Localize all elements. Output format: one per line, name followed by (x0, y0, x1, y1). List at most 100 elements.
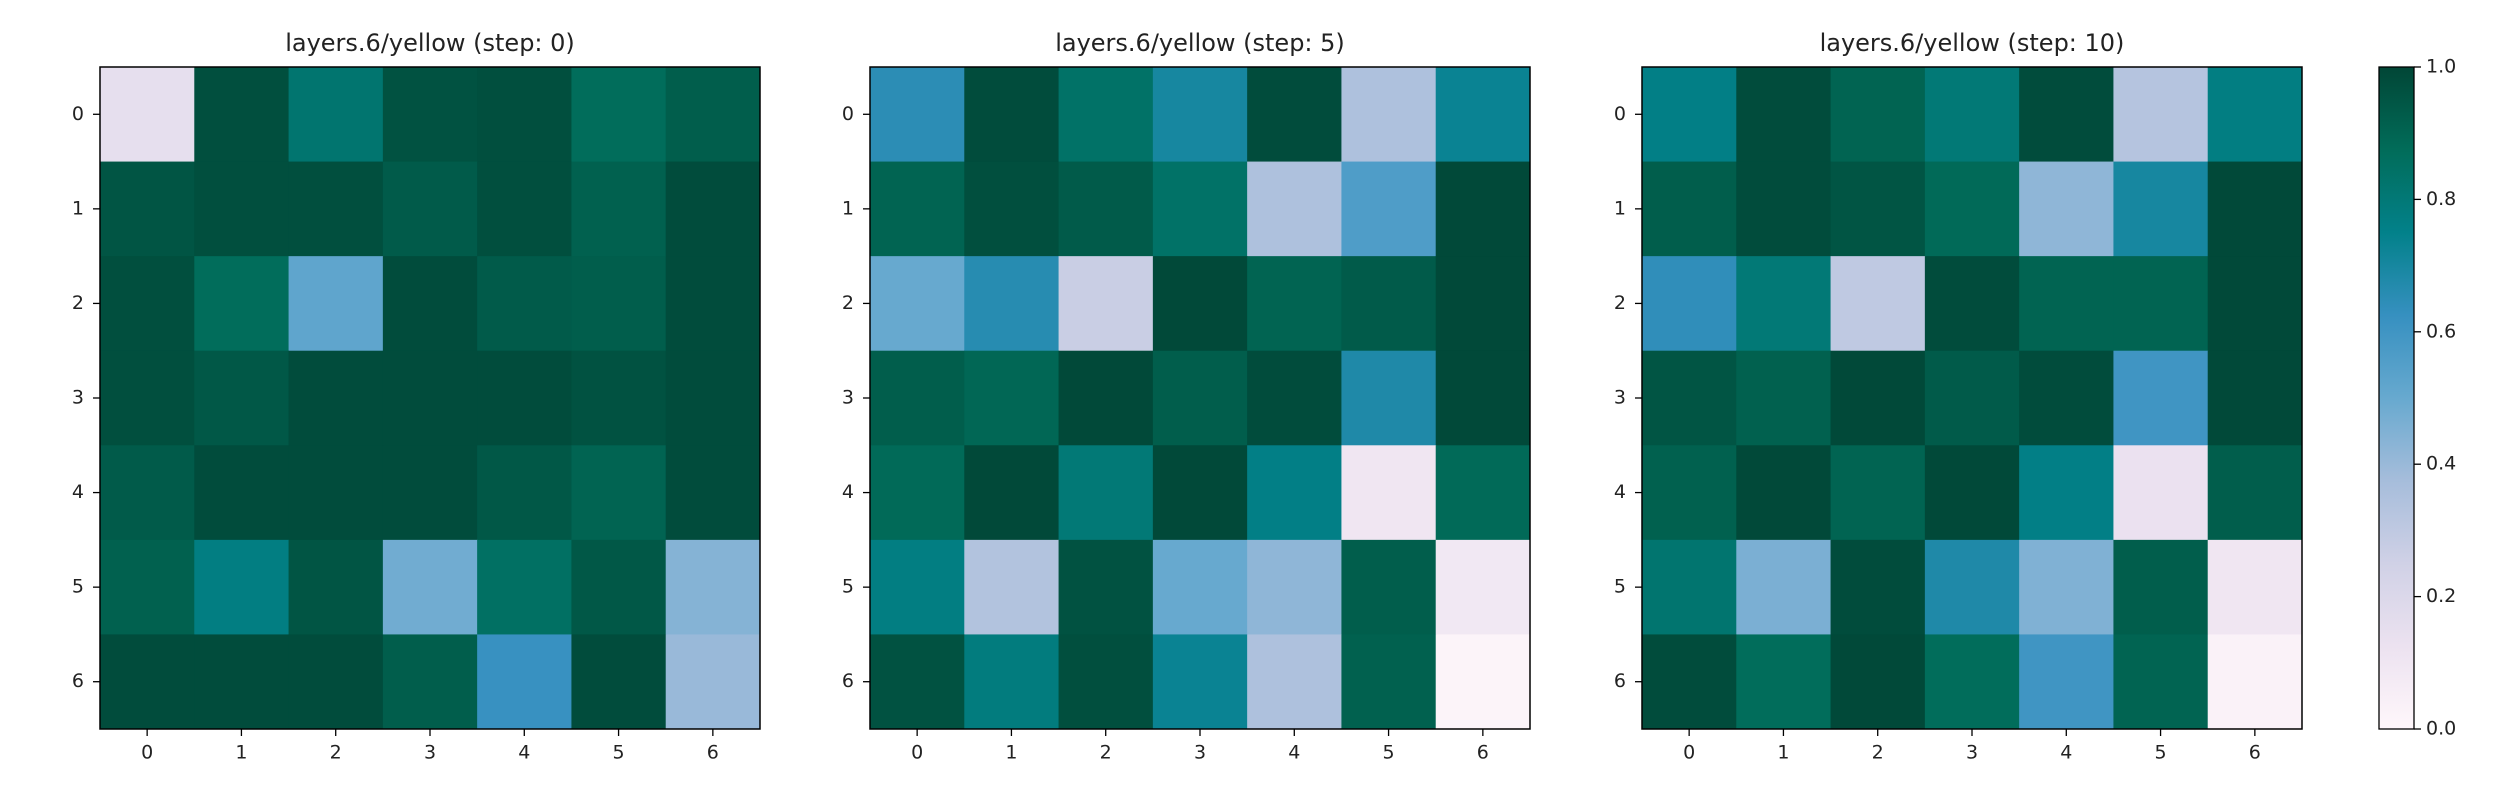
heatmap-cell (288, 256, 384, 352)
heatmap-cell (870, 350, 965, 446)
heatmap-cell (1830, 634, 1926, 730)
heatmap-cell (288, 67, 384, 163)
heatmap-cell (194, 539, 290, 635)
heatmap-cell (870, 634, 965, 730)
y-tick-label: 2 (72, 292, 84, 314)
heatmap-cell (1058, 634, 1154, 730)
heatmap-cell (2019, 350, 2114, 446)
heatmap-cell (1736, 634, 1832, 730)
heatmap-cell (1435, 445, 1531, 541)
heatmap-cell (1830, 256, 1926, 352)
heatmap-cell (870, 161, 965, 257)
heatmap-cell (1736, 350, 1832, 446)
y-tick-label: 1 (842, 197, 854, 219)
heatmap-cell (870, 539, 965, 635)
heatmap-cell (1830, 445, 1926, 541)
heatmap-cell (1152, 445, 1248, 541)
colorbar-tick-label: 0.0 (2426, 718, 2456, 740)
heatmap-cell (964, 161, 1060, 257)
heatmap-cell (665, 256, 761, 352)
heatmap-cell (2019, 256, 2114, 352)
heatmap-cell (1247, 67, 1342, 163)
x-tick-label: 2 (330, 742, 342, 764)
y-tick-label: 3 (1614, 387, 1626, 409)
heatmap-cell (964, 539, 1060, 635)
colorbar-tick-label: 0.6 (2426, 320, 2456, 342)
heatmap-cell (477, 634, 572, 730)
heatmap-cell (1435, 634, 1531, 730)
y-tick-label: 4 (1614, 481, 1626, 503)
heatmap-cell (1341, 67, 1437, 163)
heatmap-cell (288, 634, 384, 730)
heatmap-cell (382, 350, 478, 446)
heatmap-cell (477, 350, 572, 446)
heatmap-cell (2207, 256, 2303, 352)
heatmap-cell (2207, 161, 2303, 257)
heatmap-cell (194, 256, 290, 352)
heatmap-cell (571, 350, 667, 446)
x-tick-label: 6 (707, 742, 719, 764)
y-tick-label: 0 (842, 103, 854, 125)
heatmap-cell (2113, 634, 2209, 730)
heatmap-cell (964, 445, 1060, 541)
heatmap-cell (2113, 350, 2209, 446)
heatmap-cell (2019, 634, 2114, 730)
heatmap-cell (870, 445, 965, 541)
heatmap-cell (571, 539, 667, 635)
heatmap-cell (1435, 161, 1531, 257)
heatmap-cell (100, 350, 195, 446)
chart-title: layers.6/yellow (step: 0) (285, 29, 575, 57)
y-tick-label: 1 (1614, 197, 1626, 219)
heatmap-cell (194, 67, 290, 163)
heatmap-cell (1341, 350, 1437, 446)
colorbar-tick-label: 1.0 (2426, 56, 2456, 78)
heatmap-cell (1924, 539, 2020, 635)
heatmap-cell (1341, 634, 1437, 730)
heatmap-cell (382, 634, 478, 730)
heatmap-cell (1247, 350, 1342, 446)
heatmap-cell (1642, 634, 1737, 730)
x-tick-label: 4 (1288, 742, 1300, 764)
heatmap-cell (1642, 445, 1737, 541)
heatmap-cell (1736, 67, 1832, 163)
heatmap-cell (288, 539, 384, 635)
heatmap-cell (1830, 539, 1926, 635)
heatmap-cell (194, 634, 290, 730)
heatmap-cell (100, 634, 195, 730)
heatmap-cell (1924, 445, 2020, 541)
x-tick-label: 2 (1872, 742, 1884, 764)
heatmap-cell (1435, 256, 1531, 352)
heatmap-cell (1247, 539, 1342, 635)
colorbar (2378, 66, 2415, 730)
x-tick-label: 0 (1683, 742, 1695, 764)
heatmap-cell (1247, 161, 1342, 257)
y-tick-label: 5 (842, 576, 854, 598)
heatmap-cell (2113, 539, 2209, 635)
heatmap-cell (1247, 445, 1342, 541)
heatmap-cell (2207, 67, 2303, 163)
heatmap-cell (194, 445, 290, 541)
heatmap-cell (2019, 161, 2114, 257)
heatmap-cell (964, 350, 1060, 446)
y-tick-label: 5 (1614, 576, 1626, 598)
heatmap-cell (1435, 67, 1531, 163)
heatmap-cell (382, 445, 478, 541)
heatmap-cell (1152, 539, 1248, 635)
heatmap-cell (2113, 256, 2209, 352)
x-tick-label: 4 (2060, 742, 2072, 764)
heatmap-cell (288, 161, 384, 257)
x-tick-label: 1 (1777, 742, 1789, 764)
heatmap-cell (1341, 539, 1437, 635)
heatmap-cell (100, 67, 195, 163)
heatmap-cell (2113, 161, 2209, 257)
heatmap-cell (964, 634, 1060, 730)
y-tick-label: 6 (1614, 670, 1626, 692)
y-tick-label: 0 (1614, 103, 1626, 125)
y-tick-label: 3 (72, 387, 84, 409)
heatmap-cell (1736, 256, 1832, 352)
heatmap-cell (1341, 445, 1437, 541)
heatmap-cell (1341, 256, 1437, 352)
heatmap-cell (571, 161, 667, 257)
heatmap-cell (382, 256, 478, 352)
